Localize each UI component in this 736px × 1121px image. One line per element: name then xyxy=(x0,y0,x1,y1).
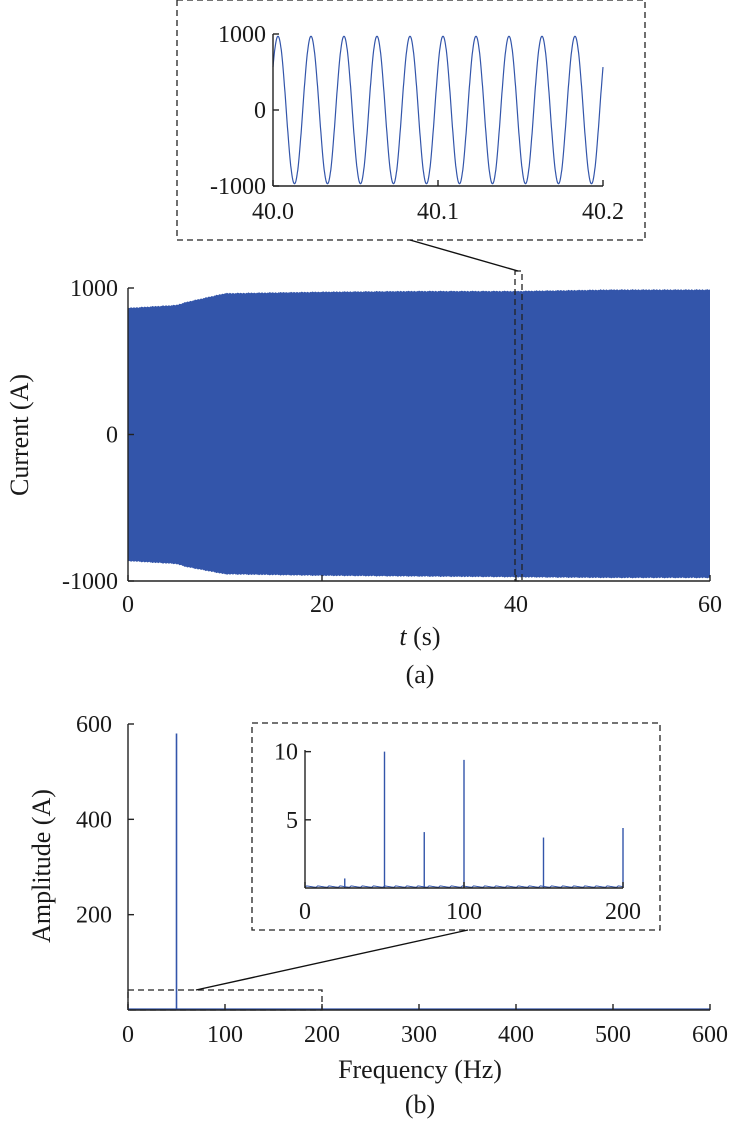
y-tick-label: 1000 xyxy=(70,276,118,302)
x-tick-label: 200 xyxy=(304,1022,340,1048)
inset-y-tick-label: -1000 xyxy=(210,174,266,200)
inset-sine-wave xyxy=(272,35,604,185)
inset-x-tick-label: 40.2 xyxy=(582,199,624,225)
x-tick-label: 0 xyxy=(122,1022,134,1048)
inset-x-tick-label: 40.1 xyxy=(417,199,459,225)
current-envelope-area xyxy=(128,289,710,579)
y-tick-label: -1000 xyxy=(62,569,118,595)
x-tick-label: 500 xyxy=(595,1022,631,1048)
inset-b-peaks xyxy=(344,751,624,888)
x-tick-label: 0 xyxy=(122,592,134,618)
current-y-ticks: -1000 0 1000 xyxy=(62,276,134,595)
spectrum-inset: 0 100 200 5 10 xyxy=(195,722,661,991)
inset-x-tick-label: 0 xyxy=(299,899,311,925)
inset-b-x-ticks: 0 100 200 xyxy=(299,882,641,925)
inset-x-tick-label: 100 xyxy=(446,899,482,925)
spectrum-y-ticks: 200 400 600 xyxy=(76,712,134,929)
y-tick-label: 600 xyxy=(76,712,112,738)
x-tick-label: 20 xyxy=(310,592,334,618)
inset-y-tick-label: 1000 xyxy=(218,22,266,48)
x-label-unit: (s) xyxy=(407,622,441,651)
inset-b-frame xyxy=(251,722,661,931)
spectrum-y-label: Amplitude (A) xyxy=(27,789,56,943)
y-tick-label: 200 xyxy=(76,903,112,929)
x-tick-label: 300 xyxy=(401,1022,437,1048)
y-tick-label: 0 xyxy=(106,423,118,449)
inset-y-tick-label: 10 xyxy=(274,740,298,766)
current-y-label: Current (A) xyxy=(5,374,34,496)
inset-a-connector xyxy=(409,239,519,272)
current-inset: 40.0 40.1 40.2 -1000 0 1000 xyxy=(176,0,646,272)
x-tick-label: 100 xyxy=(207,1022,243,1048)
inset-a-y-ticks: -1000 0 1000 xyxy=(210,22,279,200)
inset-b-y-ticks: 5 10 xyxy=(274,740,311,834)
zoom-window-a xyxy=(514,270,523,582)
x-label-symbol: t xyxy=(399,622,407,651)
caption-b: (b) xyxy=(405,1090,435,1119)
inset-a-x-ticks: 40.0 40.1 40.2 xyxy=(252,180,624,225)
zoom-window-b xyxy=(127,989,323,1011)
caption-a: (a) xyxy=(406,660,435,689)
inset-x-tick-label: 40.0 xyxy=(252,199,294,225)
inset-y-tick-label: 0 xyxy=(254,98,266,124)
current-x-label: t (s) xyxy=(399,622,440,651)
inset-x-tick-label: 200 xyxy=(605,899,641,925)
spectrum-x-label: Frequency (Hz) xyxy=(338,1055,502,1084)
x-tick-label: 400 xyxy=(498,1022,534,1048)
y-tick-label: 400 xyxy=(76,807,112,833)
x-tick-label: 60 xyxy=(698,592,722,618)
x-tick-label: 40 xyxy=(504,592,528,618)
inset-y-tick-label: 5 xyxy=(286,808,298,834)
current-x-ticks: 0 20 40 60 xyxy=(122,575,722,618)
spectrum-x-ticks: 0 100 200 300 400 500 600 xyxy=(122,1004,728,1048)
inset-b-connector xyxy=(195,929,469,991)
x-tick-label: 600 xyxy=(692,1022,728,1048)
